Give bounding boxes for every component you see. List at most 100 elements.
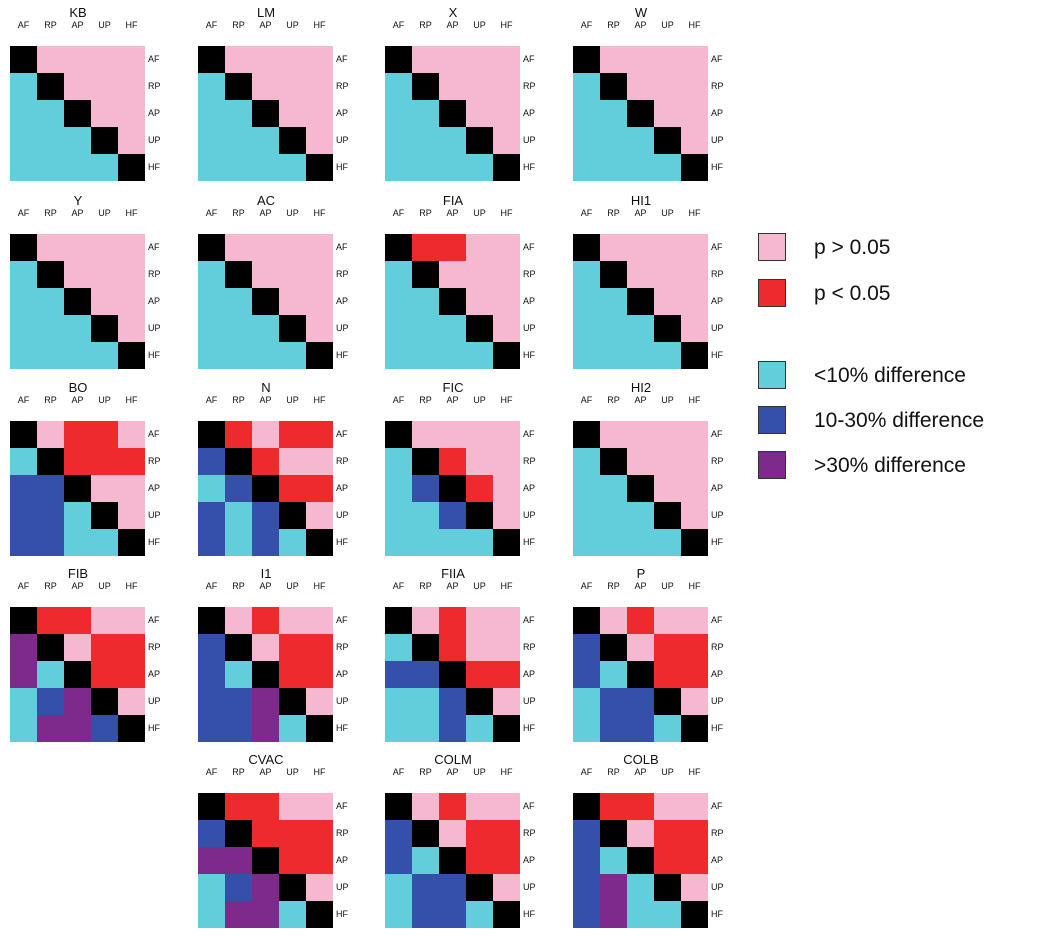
row-label: HF	[523, 162, 535, 172]
matrix-cell	[10, 421, 37, 448]
column-label: UP	[661, 767, 674, 777]
matrix-cell	[412, 315, 439, 342]
matrix-cell	[279, 73, 306, 100]
matrix-cell	[37, 100, 64, 127]
matrix-panel-kb: KB AF AF RP RP AP AP UP UP HF HF	[0, 6, 190, 188]
column-label: AP	[446, 20, 459, 30]
row-label: HF	[523, 723, 535, 733]
column-label: HF	[313, 395, 326, 405]
matrix-cell	[681, 154, 708, 181]
matrix-cell	[466, 154, 493, 181]
panel-title: HI1	[630, 193, 652, 208]
column-label: AF	[580, 581, 593, 591]
column-label: HF	[688, 20, 701, 30]
matrix-cell	[654, 688, 681, 715]
row-label: AP	[523, 855, 536, 865]
column-label: AP	[634, 395, 647, 405]
matrix-cell	[10, 634, 37, 661]
matrix-cell	[573, 475, 600, 502]
row-label: UP	[523, 882, 536, 892]
column-label: AP	[71, 581, 84, 591]
matrix-cell	[10, 73, 37, 100]
matrix-cell	[627, 634, 654, 661]
matrix-cell	[225, 73, 252, 100]
matrix-cell	[681, 715, 708, 742]
matrix-cell	[37, 315, 64, 342]
matrix-panel-n: N AF AF RP RP AP AP UP UP HF HF	[188, 381, 378, 563]
matrix-panel-bo: BO AF AF RP RP AP AP UP UP HF HF	[0, 380, 190, 563]
matrix-cell	[91, 154, 118, 181]
row-label: HF	[336, 723, 348, 733]
column-label: AP	[71, 208, 84, 218]
matrix-cell	[118, 288, 145, 315]
matrix-cell	[279, 502, 306, 529]
row-label: AF	[523, 429, 535, 439]
matrix-cell	[252, 874, 279, 901]
matrix-cell	[385, 901, 412, 928]
column-label: HF	[688, 208, 701, 218]
matrix-cell	[252, 127, 279, 154]
matrix-cell	[279, 847, 306, 874]
matrix-cell	[493, 847, 520, 874]
matrix-cell	[466, 502, 493, 529]
panel-title: BO	[68, 380, 88, 395]
matrix-cell	[385, 502, 412, 529]
row-label: AF	[336, 615, 348, 625]
matrix-cell	[681, 46, 708, 73]
matrix-cell	[225, 261, 252, 288]
matrix-cell	[439, 529, 466, 556]
matrix-cell	[252, 261, 279, 288]
column-label: HF	[688, 581, 701, 591]
row-label: UP	[148, 510, 161, 520]
matrix-cell	[385, 715, 412, 742]
matrix-cell	[252, 234, 279, 261]
row-label: UP	[336, 135, 349, 145]
matrix-cell	[37, 154, 64, 181]
matrix-cell	[573, 421, 600, 448]
matrix-cell	[118, 634, 145, 661]
matrix-cell	[91, 502, 118, 529]
matrix-cell	[10, 715, 37, 742]
matrix-cell	[627, 502, 654, 529]
matrix-cell	[306, 793, 333, 820]
panel-title: Y	[73, 193, 83, 208]
matrix-cell	[279, 715, 306, 742]
matrix-cell	[385, 261, 412, 288]
matrix-cell	[654, 421, 681, 448]
column-label: RP	[419, 20, 432, 30]
matrix-cell	[627, 315, 654, 342]
row-label: RP	[336, 456, 349, 466]
matrix-cell	[198, 607, 225, 634]
matrix-cell	[627, 127, 654, 154]
matrix-cell	[198, 634, 225, 661]
matrix-cell	[225, 847, 252, 874]
matrix-cell	[466, 688, 493, 715]
row-label: UP	[523, 135, 536, 145]
matrix-cell	[412, 475, 439, 502]
matrix-cell	[385, 315, 412, 342]
matrix-cell	[91, 315, 118, 342]
column-label: AF	[17, 395, 30, 405]
column-label: AF	[392, 395, 405, 405]
matrix-cell	[412, 901, 439, 928]
panel-title: I1	[260, 566, 272, 581]
matrix-cell	[198, 448, 225, 475]
row-label: AF	[711, 801, 723, 811]
column-label: AP	[446, 208, 459, 218]
panel-title: COLM	[434, 752, 472, 767]
row-label: UP	[523, 510, 536, 520]
matrix-cell	[279, 901, 306, 928]
matrix-cell	[600, 234, 627, 261]
matrix-panel-colb: COLB AF AF RP RP AP AP UP UP HF HF	[563, 753, 753, 935]
matrix-cell	[118, 342, 145, 369]
row-label: AF	[148, 615, 160, 625]
matrix-cell	[118, 154, 145, 181]
row-label: RP	[523, 81, 536, 91]
column-label: RP	[44, 395, 57, 405]
matrix-cell	[225, 288, 252, 315]
legend-item-pink: p > 0.05	[754, 230, 1037, 266]
column-label: RP	[419, 395, 432, 405]
matrix-cell	[466, 421, 493, 448]
matrix-cell	[466, 73, 493, 100]
row-label: AF	[523, 242, 535, 252]
